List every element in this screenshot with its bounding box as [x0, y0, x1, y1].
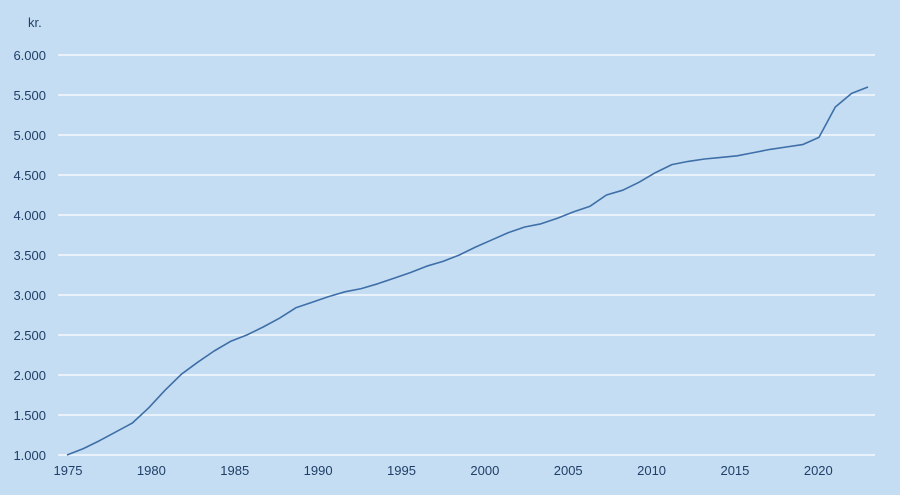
- y-tick-label-2500: 2.500: [13, 328, 46, 343]
- x-tick-label-2005: 2005: [554, 463, 583, 478]
- y-tick-label-5000: 5.000: [13, 128, 46, 143]
- x-tick-label-2015: 2015: [720, 463, 749, 478]
- y-tick-label-4000: 4.000: [13, 208, 46, 223]
- y-tick-label-3500: 3.500: [13, 248, 46, 263]
- gridlines: [58, 54, 875, 456]
- y-tick-label-4500: 4.500: [13, 168, 46, 183]
- y-tick-label-5500: 5.500: [13, 88, 46, 103]
- y-tick-label-6000: 6.000: [13, 48, 46, 63]
- series-line-0: [66, 86, 869, 456]
- y-tick-label-1000: 1.000: [13, 448, 46, 463]
- x-axis-ticks: 1975 1980 1985 1990 1995 2000 2005 2010 2015 2020: [54, 463, 833, 478]
- series-group: [66, 86, 869, 456]
- y-tick-label-1500: 1.500: [13, 408, 46, 423]
- x-tick-label-2020: 2020: [804, 463, 833, 478]
- x-tick-label-1985: 1985: [220, 463, 249, 478]
- x-tick-label-1995: 1995: [387, 463, 416, 478]
- y-tick-label-3000: 3.000: [13, 288, 46, 303]
- x-tick-label-2000: 2000: [470, 463, 499, 478]
- x-tick-label-1980: 1980: [137, 463, 166, 478]
- y-axis-unit-label: kr.: [28, 15, 42, 30]
- x-tick-label-1975: 1975: [54, 463, 83, 478]
- x-tick-label-1990: 1990: [304, 463, 333, 478]
- y-axis-ticks: 1.000 1.500 2.000 2.500 3.000 3.500 4.000 4.500…: [13, 48, 46, 463]
- y-tick-label-2000: 2.000: [13, 368, 46, 383]
- x-tick-label-2010: 2010: [637, 463, 666, 478]
